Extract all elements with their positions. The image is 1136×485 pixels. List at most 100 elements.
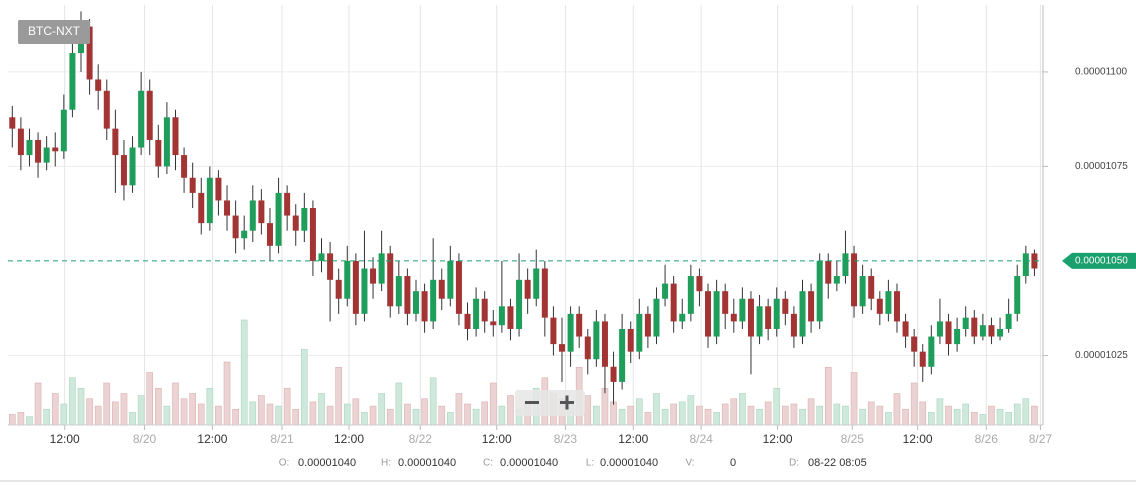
candle-body xyxy=(370,268,377,284)
volume-bar xyxy=(928,412,935,426)
volume-bar xyxy=(472,408,480,426)
candle-body xyxy=(1005,313,1012,329)
candle-body xyxy=(902,321,909,337)
candle-body xyxy=(868,276,875,299)
volume-bar xyxy=(189,393,196,426)
candle-body xyxy=(215,177,222,201)
candle-body xyxy=(739,298,746,322)
candle-body xyxy=(859,276,866,307)
volume-bar xyxy=(352,398,360,426)
candle-body xyxy=(945,321,952,345)
volume-bar xyxy=(996,408,1004,426)
volume-bar xyxy=(412,408,420,426)
candle-body xyxy=(344,260,351,299)
volume-bar xyxy=(1013,403,1021,426)
volume-bar xyxy=(429,377,437,426)
grid xyxy=(8,5,1043,425)
zoom-out[interactable] xyxy=(525,401,539,404)
y-tick-label: 0.00001075 xyxy=(1075,161,1128,172)
candle-layer xyxy=(9,11,1038,405)
x-tick-label: 8/26 xyxy=(975,432,999,446)
info-label: H: xyxy=(381,458,391,469)
candle-body xyxy=(352,260,359,314)
candle-body xyxy=(962,317,969,329)
volume-bar xyxy=(919,401,927,426)
candle-body xyxy=(644,313,651,337)
candle-body xyxy=(455,260,462,314)
volume-bar xyxy=(636,398,643,426)
candle-body xyxy=(773,298,780,329)
volume-bar xyxy=(395,382,403,426)
volume-bar xyxy=(94,405,102,426)
volume-bar xyxy=(842,405,849,426)
candle-body xyxy=(851,253,858,307)
volume-bar xyxy=(249,401,257,426)
candle-body xyxy=(275,192,282,246)
volume-bar xyxy=(129,412,136,426)
volume-bar xyxy=(507,395,514,426)
candle-body xyxy=(885,291,892,314)
volume-bar xyxy=(146,372,154,426)
volume-bar xyxy=(335,366,342,426)
candle-body xyxy=(163,117,170,167)
candle-body xyxy=(447,260,454,299)
volume-bar xyxy=(953,408,961,426)
candle-body xyxy=(129,147,136,186)
candle-body xyxy=(576,313,583,337)
volume-bar xyxy=(481,401,489,426)
candle-body xyxy=(112,128,119,156)
volume-bar xyxy=(155,387,162,426)
candle-body xyxy=(541,268,548,318)
volume-bar xyxy=(661,408,669,426)
volume-bar xyxy=(824,366,832,426)
candle-body xyxy=(584,336,591,360)
candle-body xyxy=(181,155,188,178)
volume-bar xyxy=(60,403,68,426)
candle-body xyxy=(473,298,480,329)
volume-bar xyxy=(326,405,334,426)
candle-body xyxy=(378,253,385,284)
volume-bar xyxy=(206,387,214,426)
info-value: 0.00001040 xyxy=(600,457,658,469)
volume-bar xyxy=(773,387,781,426)
candle-body xyxy=(593,321,600,360)
candle-body xyxy=(610,366,617,382)
candle-body xyxy=(954,328,961,345)
candle-body xyxy=(35,139,42,163)
volume-bar xyxy=(464,403,471,426)
volume-bar xyxy=(180,398,188,426)
x-tick-label: 8/21 xyxy=(270,432,294,446)
volume-bar xyxy=(876,405,884,426)
volume-bar xyxy=(275,405,282,426)
candle-body xyxy=(318,253,325,261)
candle-body xyxy=(567,313,574,352)
candle-body xyxy=(988,325,995,337)
candle-body xyxy=(722,291,729,314)
volume-bar xyxy=(730,398,738,426)
volume-bar xyxy=(318,393,325,426)
volume-bar xyxy=(447,412,454,426)
volume-bar xyxy=(610,401,617,426)
candle-body xyxy=(95,79,102,91)
volume-bar xyxy=(756,408,763,426)
candle-body xyxy=(361,268,368,314)
candle-body xyxy=(997,328,1004,337)
volume-bar xyxy=(850,372,858,426)
candle-body xyxy=(103,90,110,129)
info-label: O: xyxy=(279,458,290,469)
info-label: D: xyxy=(789,458,799,469)
volume-bar xyxy=(163,405,171,426)
volume-bar xyxy=(86,398,93,426)
info-label: L: xyxy=(586,458,594,469)
volume-bar xyxy=(790,403,798,426)
volume-bar xyxy=(172,382,179,426)
x-tick-label: 12:00 xyxy=(197,432,227,446)
volume-bar xyxy=(902,408,909,426)
volume-bar xyxy=(438,405,446,426)
candle-body xyxy=(155,139,162,167)
volume-bar xyxy=(378,393,385,426)
candle-body xyxy=(146,90,153,140)
candle-body xyxy=(464,313,471,329)
candle-body xyxy=(258,200,265,224)
zoom-in-bar[interactable] xyxy=(565,395,569,410)
